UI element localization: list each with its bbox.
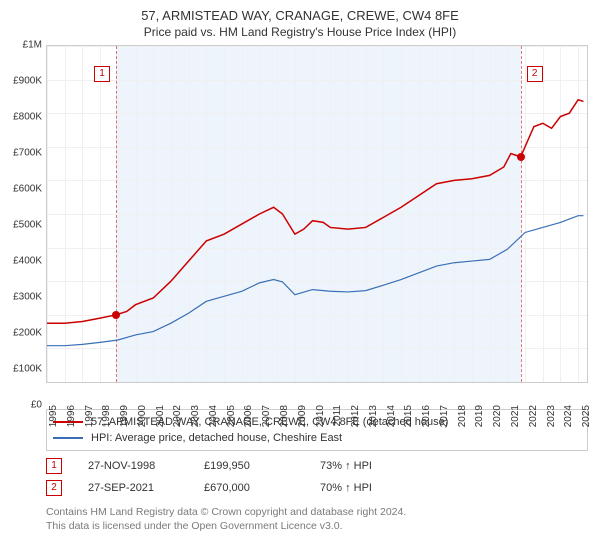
- x-tick-label: 2009: [297, 405, 308, 427]
- x-tick-label: 2023: [546, 405, 557, 427]
- transaction-index-badge: 2: [46, 480, 62, 496]
- x-tick-label: 1999: [119, 405, 130, 427]
- chart-title: 57, ARMISTEAD WAY, CRANAGE, CREWE, CW4 8…: [0, 8, 600, 23]
- transaction-date: 27-SEP-2021: [88, 477, 178, 499]
- plot-wrap: 12 £0£100K£200K£300K£400K£500K£600K£700K…: [46, 45, 588, 405]
- transaction-index-badge: 1: [94, 66, 110, 82]
- y-tick-label: £200K: [13, 328, 42, 339]
- chart-container: 57, ARMISTEAD WAY, CRANAGE, CREWE, CW4 8…: [0, 0, 600, 560]
- legend-item: HPI: Average price, detached house, Ches…: [53, 430, 581, 446]
- x-tick-label: 1996: [66, 405, 77, 427]
- footer: Contains HM Land Registry data © Crown c…: [46, 505, 588, 533]
- y-tick-label: £300K: [13, 292, 42, 303]
- title-block: 57, ARMISTEAD WAY, CRANAGE, CREWE, CW4 8…: [0, 8, 600, 39]
- x-tick-label: 2016: [421, 405, 432, 427]
- footer-line-2: This data is licensed under the Open Gov…: [46, 519, 588, 533]
- y-tick-label: £400K: [13, 256, 42, 267]
- y-tick-label: £0: [31, 400, 42, 411]
- y-gridline: [47, 382, 587, 383]
- y-tick-label: £1M: [23, 40, 42, 51]
- x-tick-label: 2017: [439, 405, 450, 427]
- x-tick-label: 2012: [350, 405, 361, 427]
- transaction-index-badge: 1: [46, 458, 62, 474]
- x-tick-label: 2015: [403, 405, 414, 427]
- x-tick-label: 1997: [84, 405, 95, 427]
- series-svg: [47, 46, 587, 382]
- chart-subtitle: Price paid vs. HM Land Registry's House …: [0, 25, 600, 39]
- x-tick-label: 2020: [492, 405, 503, 427]
- x-tick-label: 2004: [208, 405, 219, 427]
- transaction-price: £199,950: [204, 455, 294, 477]
- x-tick-label: 2001: [155, 405, 166, 427]
- transaction-row: 2 27-SEP-2021 £670,000 70% ↑ HPI: [46, 477, 588, 499]
- y-tick-label: £500K: [13, 220, 42, 231]
- transaction-index-badge: 2: [527, 66, 543, 82]
- transaction-vs_hpi: 70% ↑ HPI: [320, 477, 410, 499]
- legend-label: HPI: Average price, detached house, Ches…: [91, 430, 342, 446]
- transaction-price: £670,000: [204, 477, 294, 499]
- x-tick-label: 2003: [190, 405, 201, 427]
- x-tick-label: 2006: [243, 405, 254, 427]
- footer-line-1: Contains HM Land Registry data © Crown c…: [46, 505, 588, 519]
- plot-area: 12: [46, 45, 588, 383]
- x-tick-label: 2025: [581, 405, 592, 427]
- x-tick-label: 2002: [172, 405, 183, 427]
- x-tick-label: 2000: [137, 405, 148, 427]
- y-tick-label: £700K: [13, 148, 42, 159]
- x-tick-label: 2008: [279, 405, 290, 427]
- x-tick-label: 1995: [48, 405, 59, 427]
- y-tick-label: £100K: [13, 364, 42, 375]
- transaction-date: 27-NOV-1998: [88, 455, 178, 477]
- y-tick-label: £800K: [13, 112, 42, 123]
- x-tick-label: 2010: [315, 405, 326, 427]
- x-tick-label: 2019: [474, 405, 485, 427]
- transaction-dot: [112, 311, 120, 319]
- transaction-vs_hpi: 73% ↑ HPI: [320, 455, 410, 477]
- y-tick-label: £600K: [13, 184, 42, 195]
- x-tick-label: 2007: [261, 405, 272, 427]
- transaction-dot: [517, 153, 525, 161]
- x-tick-label: 1998: [101, 405, 112, 427]
- x-tick-label: 2011: [332, 405, 343, 427]
- transactions-table: 1 27-NOV-1998 £199,950 73% ↑ HPI 2 27-SEP-202…: [46, 455, 588, 499]
- legend-swatch: [53, 437, 83, 439]
- x-tick-label: 2018: [457, 405, 468, 427]
- x-tick-label: 2021: [510, 405, 521, 427]
- transaction-row: 1 27-NOV-1998 £199,950 73% ↑ HPI: [46, 455, 588, 477]
- x-tick-label: 2022: [528, 405, 539, 427]
- x-tick-label: 2005: [226, 405, 237, 427]
- x-tick-label: 2014: [386, 405, 397, 427]
- series-line: [47, 216, 583, 346]
- y-tick-label: £900K: [13, 76, 42, 87]
- x-tick-label: 2013: [368, 405, 379, 427]
- x-tick-label: 2024: [563, 405, 574, 427]
